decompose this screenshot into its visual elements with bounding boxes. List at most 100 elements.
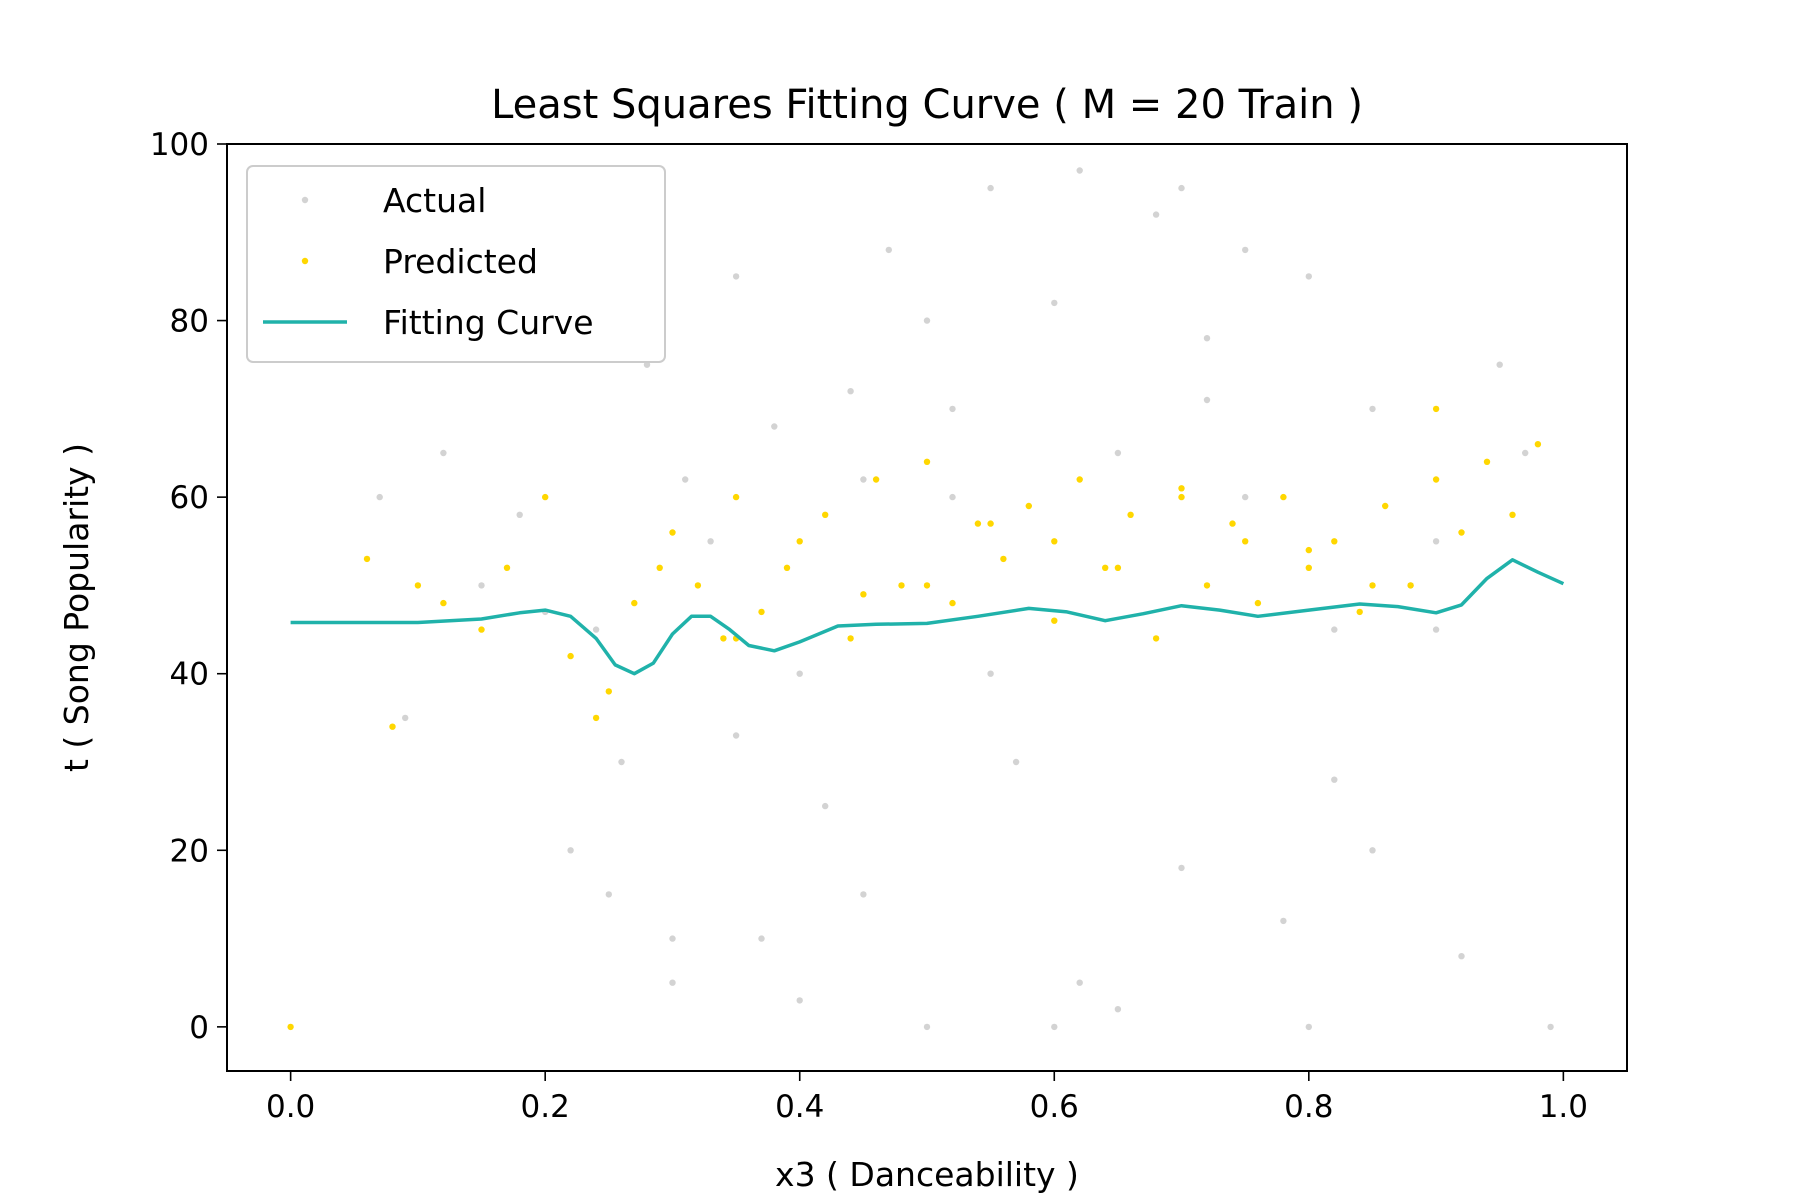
- data-point: [503, 564, 511, 571]
- data-point: [1458, 529, 1465, 536]
- data-point: [1203, 582, 1211, 589]
- data-point: [1025, 502, 1033, 510]
- data-point: [1178, 485, 1185, 492]
- axis-ticks: 0.0 0.2 0.4 0.6 0.8 1.0 0 20 40 60 80 100: [150, 127, 1588, 1125]
- data-point: [1509, 511, 1516, 518]
- data-point: [389, 723, 396, 730]
- data-point: [1280, 493, 1287, 501]
- data-point: [1483, 458, 1491, 465]
- data-point: [1012, 758, 1020, 766]
- series-predicted: [287, 405, 1542, 1031]
- data-point: [987, 520, 994, 527]
- data-point: [1305, 1023, 1313, 1031]
- data-point: [1152, 211, 1160, 218]
- data-point: [1432, 476, 1440, 483]
- plot-area: [226, 143, 1628, 1072]
- series-fitting-curve: [290, 558, 1565, 676]
- data-point: [1547, 1023, 1554, 1031]
- data-point: [414, 582, 422, 589]
- data-point: [860, 476, 867, 483]
- data-point: [923, 458, 931, 465]
- data-point: [1458, 953, 1465, 960]
- data-point: [974, 520, 982, 527]
- data-point: [1331, 626, 1338, 633]
- data-point: [1127, 511, 1134, 518]
- data-point: [1432, 405, 1440, 413]
- data-point: [669, 935, 676, 942]
- fitting-curve-line: [290, 558, 1565, 676]
- data-point: [707, 538, 714, 545]
- data-point: [440, 449, 447, 457]
- data-point: [1242, 493, 1249, 501]
- data-point: [1432, 538, 1440, 545]
- data-point: [796, 997, 803, 1004]
- data-point: [1305, 273, 1313, 280]
- data-point: [669, 979, 676, 986]
- data-point: [1203, 396, 1211, 404]
- data-point: [605, 688, 612, 695]
- data-point: [1242, 246, 1249, 254]
- data-point: [440, 599, 447, 607]
- data-point: [656, 564, 663, 571]
- data-point: [949, 599, 956, 607]
- data-point: [682, 476, 689, 483]
- data-point: [592, 626, 600, 633]
- data-point: [1407, 582, 1414, 589]
- data-point: [949, 405, 956, 413]
- data-point: [872, 476, 880, 483]
- data-point: [1076, 476, 1083, 483]
- data-point: [1534, 441, 1542, 448]
- data-point: [618, 758, 625, 766]
- data-point: [1076, 167, 1083, 174]
- data-point: [732, 732, 740, 739]
- data-point: [669, 529, 676, 536]
- y-tick-label: 40: [170, 657, 209, 693]
- chart-title: Least Squares Fitting Curve ( M = 20 Tra…: [491, 82, 1363, 128]
- x-tick-label: 0.8: [1284, 1089, 1333, 1125]
- data-point: [1432, 626, 1440, 633]
- data-point: [758, 608, 765, 616]
- y-tick-label: 0: [189, 1010, 209, 1046]
- y-tick-label: 100: [150, 127, 209, 163]
- data-point: [1305, 564, 1313, 571]
- data-point: [643, 361, 651, 368]
- data-point: [720, 635, 727, 642]
- data-point: [860, 891, 867, 898]
- y-tick-label: 20: [170, 833, 209, 869]
- data-point: [1369, 847, 1376, 854]
- data-point: [1178, 184, 1185, 192]
- data-point: [1178, 864, 1185, 872]
- data-point: [363, 555, 371, 563]
- data-point: [1331, 538, 1338, 545]
- data-point: [796, 670, 803, 677]
- data-point: [732, 273, 740, 280]
- data-point: [1280, 917, 1287, 925]
- axes-frame: [226, 143, 1628, 1072]
- data-point: [1203, 335, 1211, 342]
- data-point: [1242, 538, 1249, 545]
- data-point: [287, 1023, 294, 1031]
- legend-label: Fitting Curve: [383, 303, 594, 342]
- data-point: [1305, 546, 1313, 554]
- data-point: [949, 493, 956, 501]
- data-point: [1496, 361, 1503, 368]
- data-point: [567, 847, 574, 854]
- data-point: [1102, 564, 1109, 571]
- data-point: [1051, 299, 1058, 307]
- legend-label: Predicted: [383, 242, 538, 281]
- data-point: [783, 564, 791, 571]
- data-point: [1229, 520, 1236, 527]
- data-point: [732, 493, 740, 501]
- data-point: [1356, 608, 1363, 616]
- x-tick-label: 0.4: [775, 1089, 824, 1125]
- data-point: [1369, 405, 1376, 413]
- legend-point-swatch: [301, 196, 309, 204]
- data-point: [847, 635, 854, 642]
- x-tick-label: 1.0: [1539, 1089, 1588, 1125]
- x-axis-label: x3 ( Danceability ): [775, 1155, 1079, 1194]
- data-point: [478, 626, 485, 633]
- data-point: [1114, 1006, 1122, 1013]
- data-point: [1000, 555, 1007, 563]
- y-tick-label: 80: [170, 304, 209, 340]
